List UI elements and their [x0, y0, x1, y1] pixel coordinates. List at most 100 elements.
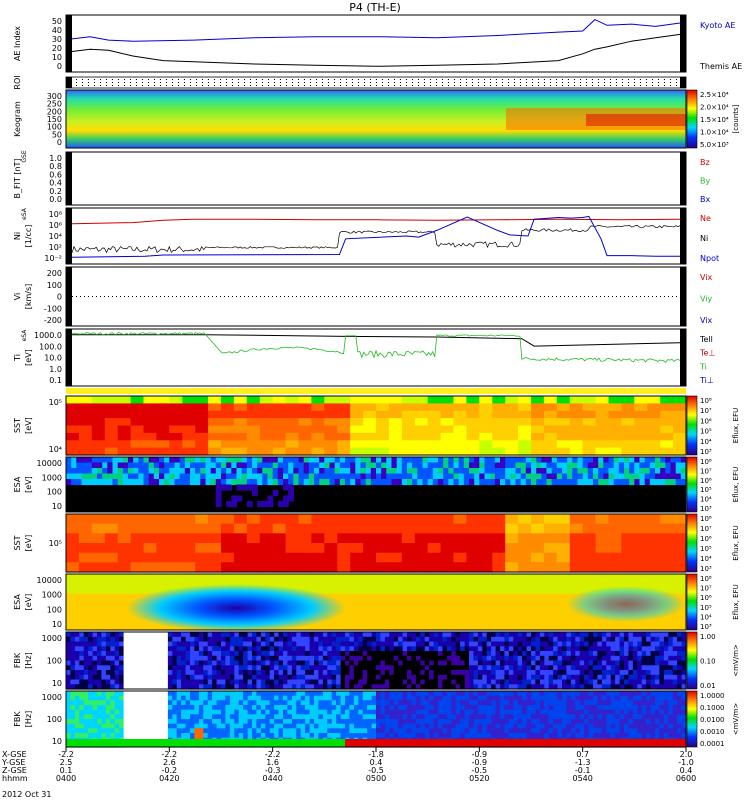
esa_e-cell — [215, 479, 222, 486]
esa_e-cell — [117, 468, 124, 475]
fbk_e-cell — [194, 670, 200, 676]
fbk_e-cell — [663, 674, 669, 681]
fbk_e-cell — [101, 684, 107, 690]
sst_e-cell — [233, 425, 248, 434]
esa_e-cell — [334, 468, 341, 475]
fbk_e-cell — [473, 651, 479, 657]
fbk_b-cell — [291, 714, 297, 720]
sst_e-cell — [479, 425, 493, 434]
roi-dot — [466, 82, 467, 83]
fbk_b-cell — [504, 723, 510, 729]
fbk_b-cell — [136, 709, 142, 715]
fbk_e-cell — [424, 674, 430, 681]
fbk_e-cell — [535, 655, 541, 662]
fbk_e-cell — [455, 651, 461, 657]
sst_i-cell — [324, 523, 338, 534]
fbk_b-cell — [252, 714, 257, 720]
roi-dot — [670, 85, 671, 86]
fbk_e-cell — [260, 636, 266, 643]
esa_e-cell — [215, 457, 222, 464]
fbk_e-cell — [486, 641, 492, 647]
fbk_e-cell — [340, 641, 346, 647]
keogram-ytick: 300 — [47, 92, 62, 101]
fbk_e-cell — [553, 655, 559, 662]
sst_i-cell — [246, 562, 261, 573]
fbk_e-cell — [349, 674, 355, 681]
sst_e-cell — [363, 403, 377, 412]
fbk_b-cell — [557, 723, 563, 729]
roi-dot — [322, 79, 323, 80]
fbk_b-cell — [97, 695, 102, 701]
fbk_b-cell — [159, 700, 164, 706]
esa_e-cell — [117, 462, 124, 469]
fbk_e-cell — [593, 660, 598, 666]
fbk_e-cell — [672, 660, 678, 666]
sst_i-cell — [156, 552, 170, 563]
fbk_b-cell — [185, 691, 191, 697]
sst_e-cell — [505, 396, 519, 404]
fbk_b-cell — [544, 700, 550, 706]
esa_e-cell — [670, 462, 677, 469]
fbk_e-cell — [438, 665, 443, 671]
roi-dot — [586, 85, 587, 86]
esa_e-cell — [81, 473, 88, 480]
roi-dot — [544, 82, 545, 83]
fbk_e-cell — [327, 679, 333, 685]
fbk_e-cell — [181, 665, 187, 671]
roi-dot — [118, 82, 119, 83]
legend-by: By — [700, 177, 710, 186]
fbk_b-cell — [579, 695, 585, 701]
fbk_b-cell — [331, 691, 337, 697]
sst_i-cell — [104, 533, 119, 544]
fbk_e-cell — [97, 651, 102, 657]
fbk_e-cell — [114, 655, 120, 662]
fbk_e-cell — [407, 670, 412, 676]
fbk_e-cell — [619, 660, 625, 666]
sst_e-cell — [634, 403, 648, 412]
fbk_b-cell — [154, 695, 160, 701]
fbk_b-units: [Hz] — [24, 711, 33, 727]
temp-subtitle: eSA — [21, 329, 28, 342]
fbk_e-cell — [548, 684, 554, 690]
fbk_b-cell — [455, 723, 461, 729]
fbk_e-cell — [336, 641, 342, 647]
fbk_b-cell — [491, 714, 497, 720]
fbk_b-cell — [287, 709, 293, 715]
fbk_b-cell — [322, 691, 328, 697]
esa_e-cell — [577, 479, 584, 486]
fbk_e-cell — [539, 641, 545, 647]
fbk_b-cell — [256, 691, 262, 697]
fbk_e-cell — [105, 665, 111, 671]
ae-frame — [65, 14, 687, 73]
fbk_e-cell — [579, 665, 585, 671]
fbk_e-cell — [247, 660, 253, 666]
fbk_e-cell — [132, 674, 138, 681]
roi-dot — [280, 85, 281, 86]
fbk_b-cell — [358, 733, 364, 739]
panel-esa_e: ESA [eV]1000010001001010⁸10⁷10⁶10⁵10⁴10³E… — [13, 456, 740, 513]
temp-frame — [65, 328, 687, 387]
fbk_b-cell — [265, 705, 271, 711]
esa_e-cell — [97, 479, 103, 486]
fbk_e-cell — [575, 655, 581, 662]
fbk_b-cell — [274, 719, 280, 725]
sst_e-cell — [66, 447, 80, 456]
fbk_e-cell — [677, 674, 683, 681]
sst_e-cell — [195, 447, 209, 456]
fbk_e-cell — [402, 655, 408, 662]
fbk_e-cell — [442, 632, 448, 638]
fbk_b-cell — [455, 705, 461, 711]
roi-dot — [676, 82, 677, 83]
fbk_b-cell — [123, 709, 129, 715]
fbk_b-cell — [181, 691, 187, 697]
fbk_b-cell — [486, 714, 492, 720]
esa_e-cell — [474, 462, 480, 469]
roi-dot — [352, 79, 353, 80]
fbk_e-cell — [389, 655, 395, 662]
fbk_e-cell — [407, 646, 412, 652]
sst_i-cell — [208, 533, 222, 544]
fbk_e-cell — [234, 655, 240, 662]
fbk_b-cell — [203, 705, 209, 711]
fbk_b-cell — [358, 695, 364, 701]
esa_e-cell — [86, 462, 93, 469]
